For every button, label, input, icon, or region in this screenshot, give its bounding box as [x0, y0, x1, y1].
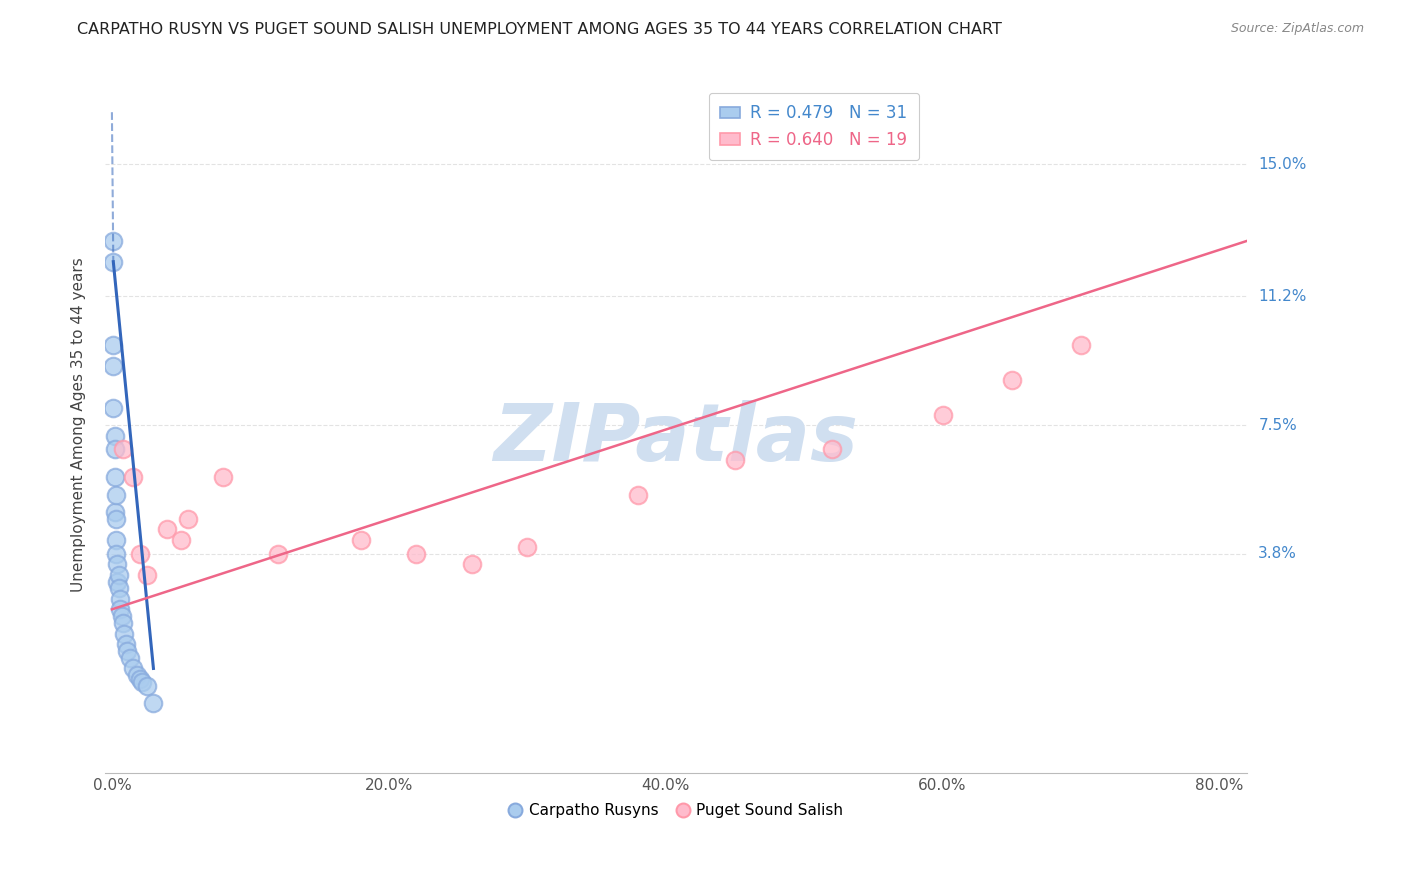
- Text: 15.0%: 15.0%: [1258, 157, 1306, 172]
- Point: [111, 616, 134, 631]
- Point: [107, 557, 129, 571]
- Point: [121, 470, 143, 484]
- Point: [142, 696, 165, 710]
- Point: [118, 651, 141, 665]
- Point: [111, 442, 134, 457]
- Legend: Carpatho Rusyns, Puget Sound Salish: Carpatho Rusyns, Puget Sound Salish: [502, 797, 849, 824]
- Point: [350, 533, 373, 547]
- Point: [821, 442, 844, 457]
- Text: 7.5%: 7.5%: [1258, 417, 1296, 433]
- Text: ZIPatlas: ZIPatlas: [494, 400, 859, 478]
- Point: [110, 591, 132, 606]
- Text: 3.8%: 3.8%: [1258, 546, 1298, 561]
- Point: [170, 533, 193, 547]
- Point: [105, 488, 128, 502]
- Point: [103, 338, 125, 352]
- Point: [105, 547, 128, 561]
- Point: [121, 661, 143, 675]
- Point: [105, 512, 128, 526]
- Point: [125, 668, 148, 682]
- Point: [211, 470, 233, 484]
- Point: [115, 644, 138, 658]
- Point: [114, 637, 136, 651]
- Point: [112, 626, 135, 640]
- Point: [461, 557, 484, 571]
- Point: [1001, 373, 1024, 387]
- Point: [110, 602, 132, 616]
- Point: [104, 470, 127, 484]
- Point: [177, 512, 200, 526]
- Point: [103, 254, 125, 268]
- Point: [267, 547, 290, 561]
- Point: [1070, 338, 1092, 352]
- Point: [516, 540, 538, 554]
- Y-axis label: Unemployment Among Ages 35 to 44 years: Unemployment Among Ages 35 to 44 years: [72, 258, 86, 592]
- Point: [107, 574, 129, 589]
- Point: [128, 672, 150, 686]
- Point: [104, 505, 127, 519]
- Point: [724, 453, 747, 467]
- Point: [103, 359, 125, 373]
- Point: [131, 675, 153, 690]
- Point: [108, 567, 131, 582]
- Point: [931, 408, 953, 422]
- Point: [128, 547, 150, 561]
- Point: [405, 547, 427, 561]
- Point: [104, 428, 127, 442]
- Text: Source: ZipAtlas.com: Source: ZipAtlas.com: [1230, 22, 1364, 36]
- Text: CARPATHO RUSYN VS PUGET SOUND SALISH UNEMPLOYMENT AMONG AGES 35 TO 44 YEARS CORR: CARPATHO RUSYN VS PUGET SOUND SALISH UNE…: [77, 22, 1002, 37]
- Text: 11.2%: 11.2%: [1258, 289, 1306, 304]
- Point: [105, 533, 128, 547]
- Point: [156, 522, 179, 536]
- Point: [627, 488, 650, 502]
- Point: [108, 582, 131, 596]
- Point: [104, 442, 127, 457]
- Point: [110, 609, 132, 624]
- Point: [103, 401, 125, 415]
- Point: [103, 234, 125, 248]
- Point: [135, 567, 157, 582]
- Point: [135, 679, 157, 693]
